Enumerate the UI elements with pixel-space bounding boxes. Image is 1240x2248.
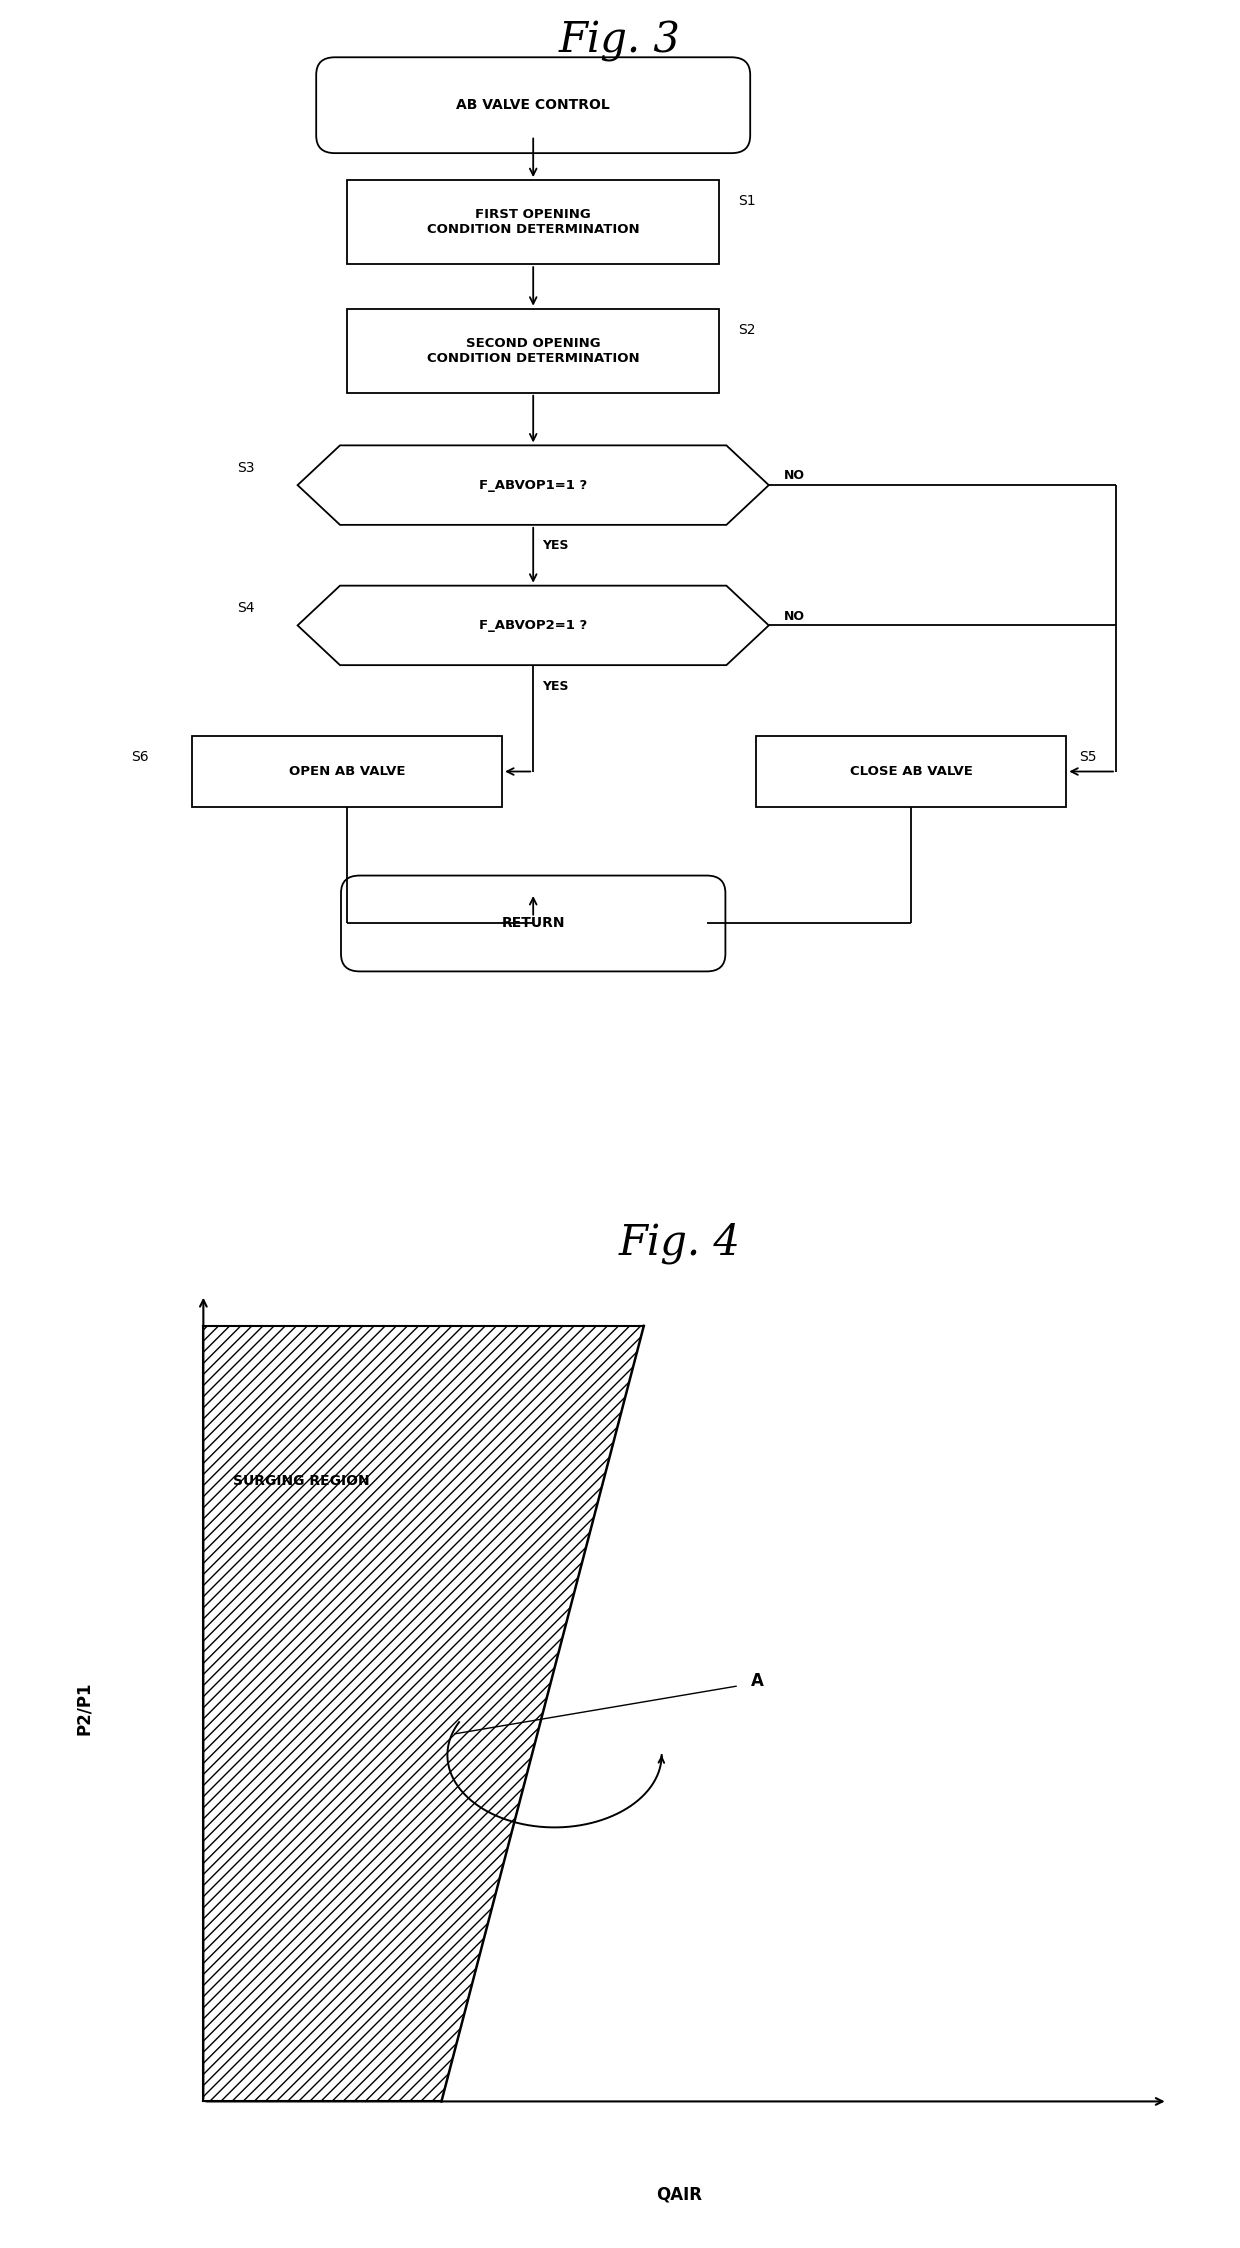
Bar	[756, 735, 1066, 807]
Text: RETURN: RETURN	[501, 917, 565, 931]
Text: YES: YES	[542, 679, 569, 692]
Text: S3: S3	[237, 461, 254, 474]
Text: S2: S2	[738, 324, 755, 337]
Bar	[347, 308, 719, 393]
Text: F_ABVOP1=1 ?: F_ABVOP1=1 ?	[479, 479, 588, 492]
Bar	[192, 735, 502, 807]
Polygon shape	[203, 1326, 644, 2102]
Text: YES: YES	[542, 540, 569, 553]
Text: S6: S6	[131, 751, 149, 764]
Text: QAIR: QAIR	[656, 2185, 703, 2203]
FancyBboxPatch shape	[341, 874, 725, 971]
Text: NO: NO	[784, 609, 805, 623]
Text: A: A	[750, 1673, 764, 1690]
Text: F_ABVOP2=1 ?: F_ABVOP2=1 ?	[479, 618, 588, 632]
Text: S1: S1	[738, 193, 755, 209]
Text: SECOND OPENING
CONDITION DETERMINATION: SECOND OPENING CONDITION DETERMINATION	[427, 337, 640, 364]
Text: CLOSE AB VALVE: CLOSE AB VALVE	[849, 764, 973, 778]
Text: S4: S4	[237, 600, 254, 616]
Text: S5: S5	[1079, 751, 1096, 764]
Text: FIRST OPENING
CONDITION DETERMINATION: FIRST OPENING CONDITION DETERMINATION	[427, 209, 640, 236]
Polygon shape	[298, 445, 769, 524]
Text: OPEN AB VALVE: OPEN AB VALVE	[289, 764, 405, 778]
Text: Fig. 4: Fig. 4	[619, 1223, 740, 1263]
Text: P2/P1: P2/P1	[76, 1682, 93, 1735]
Text: AB VALVE CONTROL: AB VALVE CONTROL	[456, 99, 610, 112]
Text: NO: NO	[784, 470, 805, 483]
FancyBboxPatch shape	[316, 56, 750, 153]
Text: SURGING REGION: SURGING REGION	[233, 1475, 370, 1488]
Bar	[347, 180, 719, 265]
Text: Fig. 3: Fig. 3	[559, 20, 681, 63]
Polygon shape	[298, 587, 769, 665]
